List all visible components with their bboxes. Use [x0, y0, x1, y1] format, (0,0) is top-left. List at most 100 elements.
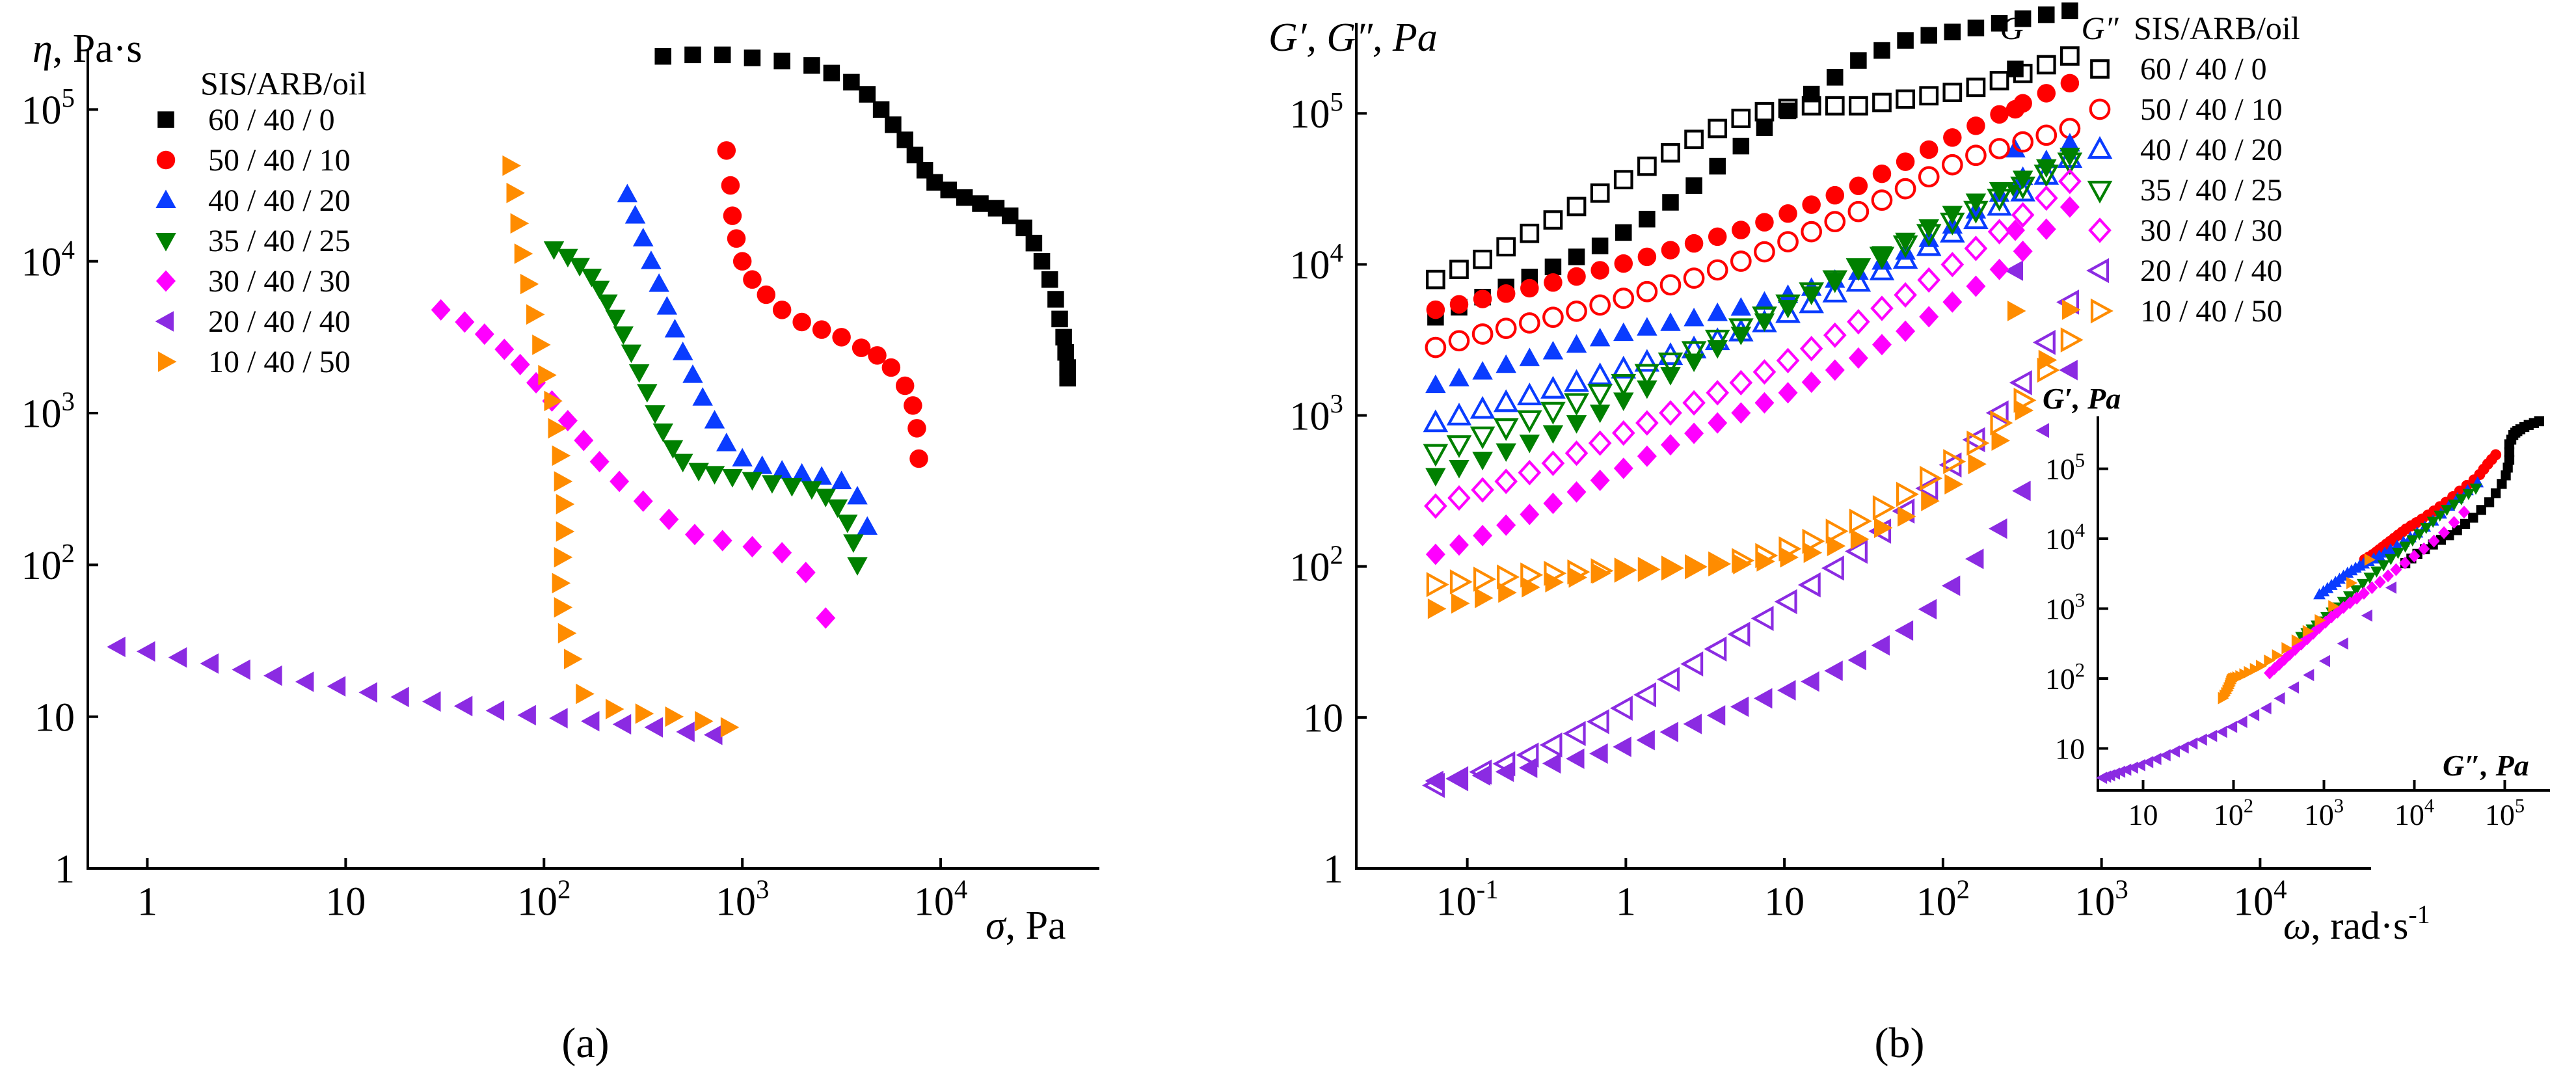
panel-a-ytick-label-5: 105 — [21, 83, 75, 133]
inset-point-0-9 — [2468, 513, 2478, 523]
panel-a-ytick-label-1: 10 — [34, 695, 75, 740]
panel-b-gp-point-0-20 — [1897, 32, 1914, 49]
panel-a-point-3-3 — [581, 269, 602, 288]
panel-b-gp-point-6-19 — [1873, 517, 1893, 539]
panel-b-gpp-point-4-4 — [1518, 459, 1542, 486]
panel-b-gp-point-1-17 — [1825, 185, 1845, 205]
panel-b-gpp-point-5-14 — [1751, 606, 1774, 631]
panel-a-point-2-16 — [811, 466, 832, 485]
panel-a-point-2-18 — [847, 485, 868, 505]
panel-b-gpp-point-3-10 — [1657, 352, 1684, 375]
inset-ytick-label-3-base: 10 — [2045, 522, 2075, 556]
panel-b-ytick-label-4: 104 — [1290, 238, 1343, 288]
panel-b-gp-point-4-11 — [1684, 422, 1704, 444]
inset-ytick-label-2-base: 10 — [2045, 593, 2075, 626]
panel-a-legend-label-4: 30 / 40 / 30 — [208, 264, 351, 299]
panel-b-legend-label-2: 40 / 40 / 20 — [2140, 133, 2283, 167]
panel-b-gp-point-1-16 — [1802, 195, 1821, 214]
panel-a-point-5-10 — [422, 691, 441, 712]
panel-a-point-4-16 — [772, 542, 792, 564]
panel-a-point-0-12 — [906, 146, 924, 164]
panel-b-ytick-label-4-base: 10 — [1290, 243, 1330, 288]
panel-b-ytick-label-5: 105 — [1290, 87, 1343, 137]
panel-a-ytick-label-3-base: 10 — [21, 392, 62, 437]
panel-a-legend-label-2: 40 / 40 / 20 — [208, 183, 351, 218]
panel-b-gp-point-1-12 — [1708, 227, 1727, 247]
panel-b-gp-point-3-27 — [2059, 148, 2080, 167]
panel-b-gp-point-5-0 — [1425, 770, 1443, 792]
panel-b-gpp-point-1-14 — [1754, 241, 1775, 263]
panel-a-point-6-9 — [548, 418, 567, 439]
panel-a-legend: 60 / 40 / 0 50 / 40 / 10 40 / 40 / 20 35 / … — [155, 103, 351, 379]
panel-b-gp-point-5-25 — [2012, 480, 2031, 502]
inset-point-5-15 — [2206, 729, 2218, 742]
inset-point-4-25 — [2438, 526, 2450, 539]
inset-point-6-27 — [2364, 553, 2376, 566]
panel-b-gp-point-5-9 — [1636, 729, 1655, 751]
panel-a-point-6-17 — [557, 623, 577, 644]
panel-b-gp-point-4-8 — [1613, 457, 1633, 479]
panel-b-gp-point-0-27 — [2061, 2, 2078, 20]
panel-a-xtick-label-4-exp: 4 — [954, 874, 967, 904]
panel-b-gp-point-6-23 — [1968, 453, 1987, 475]
panel-b-gpp-point-0-25 — [2013, 64, 2033, 83]
panel-b-gp-point-4-5 — [1543, 492, 1563, 515]
panel-a-point-6-16 — [554, 597, 573, 618]
panel-b-gp-point-5-23 — [1965, 548, 1984, 569]
inset-ytick-label-1-base: 10 — [2045, 662, 2075, 695]
panel-b-gp-point-1-6 — [1567, 267, 1586, 286]
panel-a-legend-title: SIS/ARB/oil — [200, 65, 367, 101]
panel-b-gp-point-2-5 — [1542, 341, 1564, 360]
panel-a-point-0-15 — [940, 182, 958, 198]
inset-ytick-label-4-base: 10 — [2045, 453, 2075, 486]
panel-a-point-0-23 — [1041, 271, 1058, 288]
panel-a-point-2-2 — [632, 228, 654, 247]
panel-b-gp-point-0-5 — [1544, 258, 1562, 276]
panel-a-point-0-1 — [684, 46, 701, 64]
panel-b-gp-point-6-22 — [1944, 474, 1963, 495]
inset-point-5-5 — [2120, 763, 2132, 776]
panel-b-xtick-label-5: 104 — [2233, 874, 2287, 924]
panel-b-gp-point-2-0 — [1425, 374, 1446, 394]
panel-b-gpp-point-5-6 — [1563, 721, 1586, 746]
panel-b-xtick-label-2: 10 — [1764, 880, 1805, 924]
inset-point-5-22 — [2288, 681, 2300, 694]
panel-b-gpp-point-1-25 — [2012, 131, 2034, 153]
panel-b-gp-point-5-6 — [1566, 748, 1585, 770]
panel-b-gpp-point-4-11 — [1682, 390, 1706, 416]
panel-b-gpp-point-5-7 — [1586, 708, 1609, 734]
panel-b-legend-gpp-marker-2 — [2087, 136, 2113, 159]
inset-point-4-18 — [2374, 575, 2386, 589]
panel-b-gpp-point-5-12 — [1704, 636, 1727, 662]
panel-a-xtick-label-1: 10 — [325, 880, 366, 924]
panel-b-gp-point-1-11 — [1684, 234, 1704, 253]
panel-b-gp-point-6-10 — [1662, 558, 1682, 579]
panel-b-ytick-label-5-base: 10 — [1290, 92, 1330, 137]
panel-a-point-2-6 — [664, 319, 686, 338]
panel-b-gp-point-1-19 — [1872, 164, 1892, 183]
panel-b-legend-label-0: 60 / 40 / 0 — [2140, 52, 2267, 87]
panel-a-ytick-label-2-exp: 2 — [62, 539, 75, 568]
panel-b-gpp-point-1-15 — [1777, 231, 1799, 252]
panel-a-point-0-3 — [744, 49, 761, 66]
panel-a-point-0-5 — [803, 57, 820, 74]
panel-b-gpp-point-0-27 — [2060, 46, 2080, 66]
panel-b-gp-point-3-26 — [2036, 159, 2057, 178]
panel-b-gpp-point-4-23 — [1964, 235, 1988, 262]
inset-point-6-16 — [2244, 666, 2255, 679]
panel-a-xlabel-unit: , Pa — [1006, 904, 1066, 948]
panel-a-point-2-10 — [704, 410, 725, 429]
panel-a-point-4-8 — [574, 429, 594, 451]
panel-b-gpp-point-1-13 — [1730, 250, 1752, 272]
panel-b-gpp-point-0-9 — [1637, 156, 1657, 176]
panel-b-gpp-point-0-10 — [1661, 143, 1680, 163]
inset-ytick-label-0-base: 10 — [2055, 733, 2085, 766]
panel-b-legend: 60 / 40 / 0 50 / 40 / 10 40 / 40 / 20 35 / … — [2004, 52, 2283, 329]
panel-a-ytick-label-3-exp: 3 — [62, 387, 75, 416]
panel-b-gpp-point-5-4 — [1516, 742, 1539, 768]
panel-a-point-1-8 — [792, 312, 811, 332]
panel-a-point-0-4 — [773, 52, 790, 70]
panel-b-ytick-label-3: 103 — [1290, 389, 1343, 438]
panel-b-gpp-point-6-2 — [1473, 567, 1496, 592]
